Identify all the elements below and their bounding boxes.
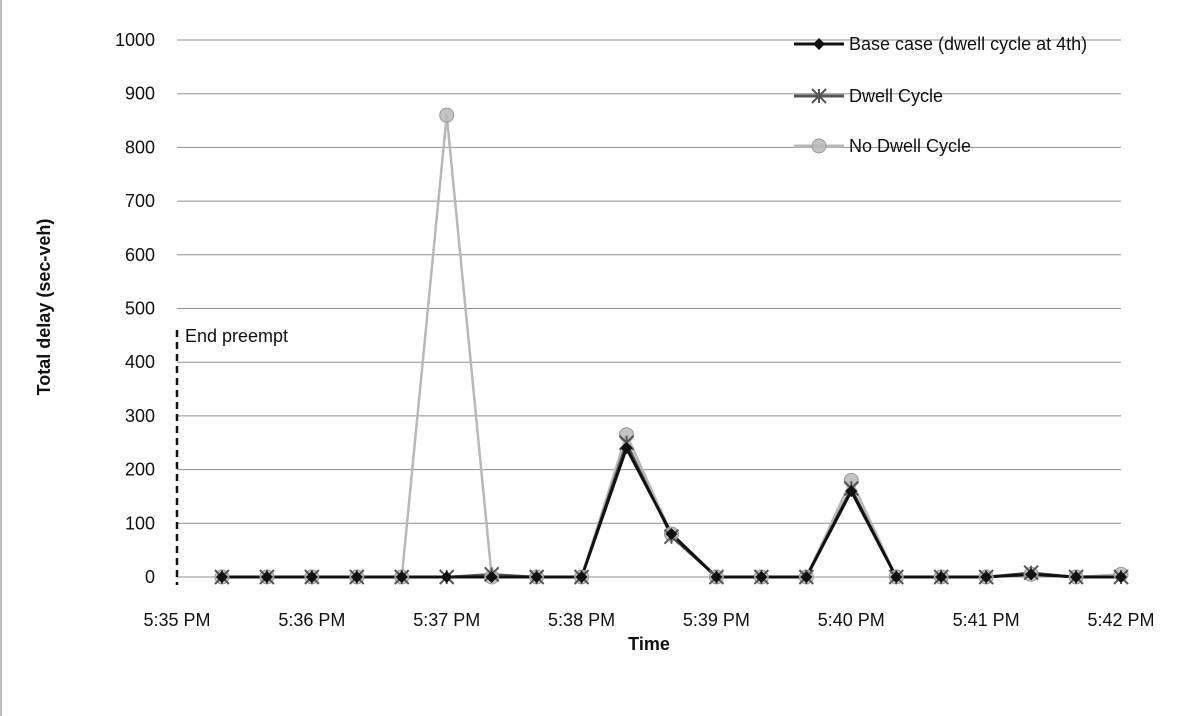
x-axis-title: Time bbox=[628, 634, 670, 654]
data-point-s0-10 bbox=[665, 528, 678, 541]
series-line-0 bbox=[222, 446, 1121, 579]
gridlines bbox=[177, 39, 1121, 578]
y-tick-label-2: 200 bbox=[125, 460, 155, 480]
x-tick-label-7: 5:42 PM bbox=[1087, 610, 1154, 630]
y-axis-ticks: 0 100 200 300 400 500 600 700 800 900 1000 bbox=[115, 30, 155, 587]
y-tick-label-5: 500 bbox=[125, 299, 155, 319]
y-tick-label-8: 800 bbox=[125, 137, 155, 157]
series-lines bbox=[222, 113, 1122, 579]
legend-swatch-marker-0 bbox=[813, 38, 825, 50]
x-tick-label-5: 5:40 PM bbox=[818, 610, 885, 630]
y-tick-label-10: 1000 bbox=[115, 30, 155, 50]
legend-label-2: No Dwell Cycle bbox=[849, 136, 971, 156]
data-point-s0-17 bbox=[980, 571, 993, 583]
x-axis-ticks: 5:35 PM 5:36 PM 5:37 PM 5:38 PM 5:39 PM 5:40 … bbox=[143, 610, 1154, 630]
y-tick-label-1: 100 bbox=[125, 513, 155, 533]
x-tick-label-4: 5:39 PM bbox=[683, 610, 750, 630]
data-point-s0-3 bbox=[350, 571, 363, 583]
data-point-s0-6 bbox=[485, 571, 498, 583]
legend: Base case (dwell cycle at 4th) Dwell Cycl… bbox=[794, 34, 1087, 156]
x-tick-label-1: 5:36 PM bbox=[278, 610, 345, 630]
data-point-s0-13 bbox=[800, 571, 813, 583]
data-point-s0-20 bbox=[1115, 571, 1127, 583]
x-tick-label-2: 5:37 PM bbox=[413, 610, 480, 630]
legend-swatch-marker-2 bbox=[811, 138, 827, 154]
data-point-s0-12 bbox=[755, 571, 768, 583]
data-point-s0-11 bbox=[710, 571, 723, 583]
data-point-s0-7 bbox=[530, 571, 543, 583]
data-point-s2-5 bbox=[439, 107, 455, 123]
data-point-s0-2 bbox=[305, 571, 318, 583]
y-tick-label-3: 300 bbox=[125, 406, 155, 426]
annotation-label-0: End preempt bbox=[185, 326, 288, 346]
data-point-s0-1 bbox=[260, 571, 273, 583]
legend-label-0: Base case (dwell cycle at 4th) bbox=[849, 34, 1087, 54]
y-tick-label-6: 600 bbox=[125, 245, 155, 265]
y-tick-label-0: 0 bbox=[145, 567, 155, 587]
x-tick-label-0: 5:35 PM bbox=[143, 610, 210, 630]
data-point-s0-0 bbox=[215, 571, 228, 583]
data-point-s0-8 bbox=[575, 571, 588, 583]
data-point-s0-18 bbox=[1025, 568, 1038, 581]
series-markers bbox=[214, 107, 1129, 585]
x-tick-label-6: 5:41 PM bbox=[953, 610, 1020, 630]
y-tick-label-9: 900 bbox=[125, 84, 155, 104]
y-tick-label-4: 400 bbox=[125, 352, 155, 372]
x-tick-label-3: 5:38 PM bbox=[548, 610, 615, 630]
data-point-s0-16 bbox=[935, 571, 948, 583]
series-line-1 bbox=[222, 441, 1121, 579]
data-point-s0-19 bbox=[1070, 571, 1083, 583]
data-point-s0-5 bbox=[440, 571, 453, 583]
data-point-s0-4 bbox=[395, 571, 408, 583]
annotations: End preempt bbox=[175, 326, 288, 585]
y-axis-title: Total delay (sec-veh) bbox=[34, 219, 54, 396]
data-point-s0-15 bbox=[890, 571, 903, 583]
legend-label-1: Dwell Cycle bbox=[849, 86, 943, 106]
y-tick-label-7: 700 bbox=[125, 191, 155, 211]
data-point-s0-14 bbox=[845, 485, 858, 498]
data-point-s0-9 bbox=[620, 442, 633, 455]
legend-swatch-marker-1 bbox=[811, 88, 827, 104]
series-line-2 bbox=[222, 113, 1122, 579]
